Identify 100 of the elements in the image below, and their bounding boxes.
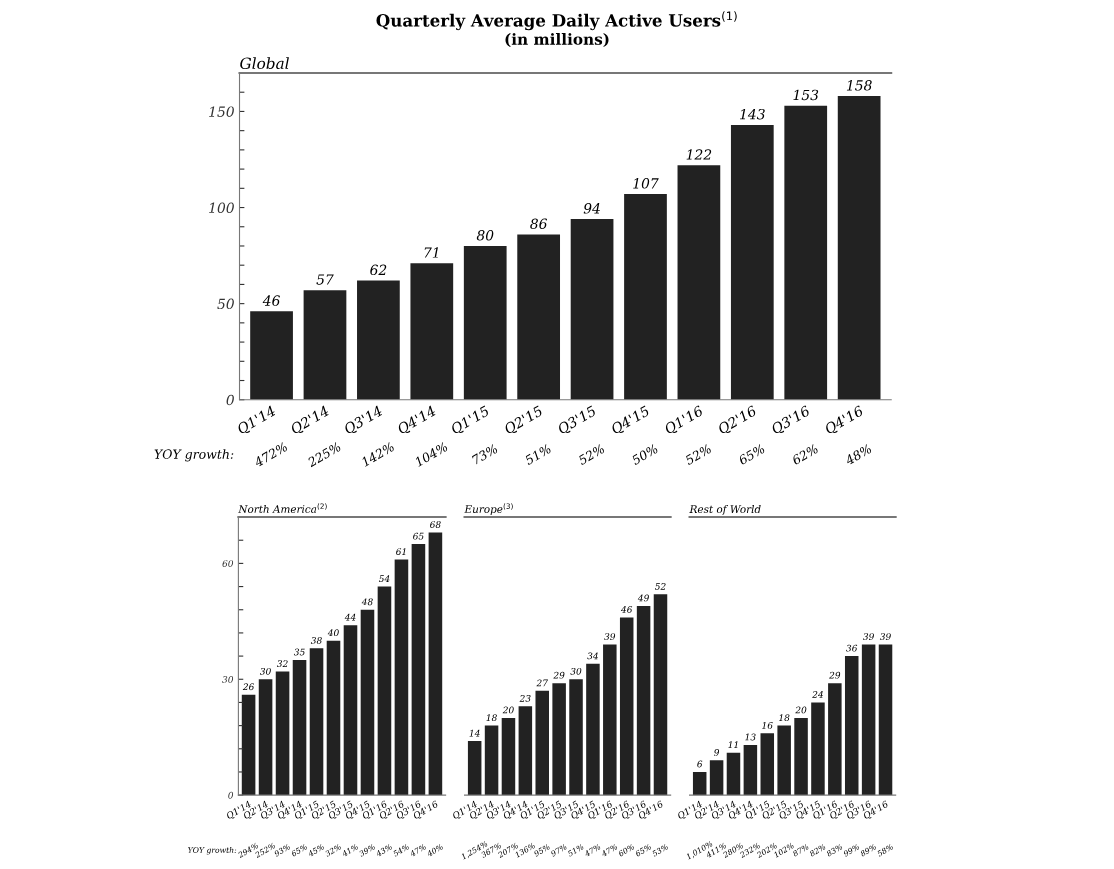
data-label: 34	[587, 652, 598, 660]
bar	[653, 594, 668, 796]
bar	[275, 671, 290, 796]
bar	[394, 559, 409, 796]
bar	[517, 234, 561, 400]
data-label: 158	[846, 80, 872, 91]
bar	[730, 124, 774, 400]
data-label: 30	[570, 667, 582, 675]
bar	[250, 311, 293, 400]
bar	[619, 617, 634, 796]
bar	[677, 165, 721, 400]
bar	[794, 717, 808, 796]
text: 52%	[577, 443, 605, 466]
bar	[518, 706, 533, 796]
data-label: 30	[259, 667, 271, 675]
data-label: 32	[276, 660, 288, 668]
data-label: 14	[469, 729, 480, 737]
bar	[861, 644, 876, 796]
bar	[535, 690, 549, 796]
y-tick-label: 60	[222, 560, 234, 567]
chart-title: North America$^{(2)}$	[238, 503, 327, 513]
bar	[837, 96, 881, 400]
data-label: 38	[310, 637, 322, 644]
data-label: 122	[686, 149, 712, 160]
data-label: 23	[519, 694, 531, 702]
bar	[743, 744, 758, 796]
data-label: 52	[654, 582, 666, 590]
data-label: 27	[536, 679, 548, 687]
data-label: 13	[745, 733, 756, 741]
text: (in millions)	[505, 33, 609, 48]
bar	[357, 280, 400, 400]
y-tick-label: 100	[209, 202, 234, 214]
bar	[428, 532, 443, 796]
data-label: 11	[728, 741, 738, 748]
data-label: 68	[430, 521, 441, 528]
bar	[501, 717, 516, 796]
data-label: 20	[795, 706, 807, 714]
data-label: 107	[633, 178, 659, 189]
text: 65%	[737, 443, 766, 466]
bar	[777, 725, 791, 796]
text: 73%	[471, 443, 499, 465]
text: 51%	[523, 443, 552, 466]
text: 52%	[684, 443, 712, 466]
data-label: 49	[637, 594, 649, 602]
data-label: 40	[327, 629, 339, 637]
bar	[760, 733, 775, 796]
data-label: 46	[620, 606, 633, 613]
y-tick-label: 50	[217, 298, 234, 310]
bar	[586, 663, 600, 796]
bar	[343, 625, 358, 796]
data-label: 65	[413, 532, 424, 540]
bar	[467, 741, 482, 796]
bar	[603, 644, 617, 796]
bar	[484, 725, 499, 796]
text: 50%	[630, 443, 659, 466]
bar	[292, 659, 307, 796]
bar	[552, 683, 566, 796]
data-label: 18	[486, 714, 497, 722]
data-label: 6	[697, 760, 703, 768]
text: Quarterly Average Daily Active Users$^{(1)}$	[376, 11, 737, 31]
bar	[326, 640, 341, 796]
data-label: 153	[793, 89, 819, 101]
bar	[570, 219, 614, 400]
data-label: 24	[812, 691, 824, 698]
bar	[569, 679, 583, 796]
bar	[463, 245, 507, 400]
bar	[828, 683, 842, 796]
data-label: 80	[476, 230, 494, 241]
bar	[844, 656, 859, 796]
data-label: 54	[378, 575, 390, 583]
data-label: 143	[740, 108, 765, 120]
bar	[636, 605, 651, 796]
data-label: 35	[293, 648, 305, 656]
bar	[624, 194, 667, 400]
data-label: 29	[553, 671, 565, 679]
data-label: 46	[262, 295, 280, 306]
bar	[309, 648, 324, 796]
data-label: 18	[779, 714, 790, 722]
bar	[241, 694, 256, 796]
data-label: 39	[879, 633, 891, 640]
data-label: 29	[829, 671, 841, 679]
data-label: 36	[846, 644, 858, 652]
chart-title: Europe$^{(3)}$	[464, 503, 513, 515]
data-label: 57	[316, 274, 334, 285]
y-tick-label: 0	[228, 791, 234, 799]
bar	[303, 290, 347, 400]
data-label: 61	[396, 548, 406, 556]
data-label: 94	[583, 203, 600, 214]
y-tick-label: 0	[226, 394, 234, 406]
text: 48%	[844, 443, 873, 466]
bar	[410, 263, 454, 400]
data-label: 16	[762, 721, 773, 729]
data-label: 39	[862, 633, 874, 640]
bar	[878, 644, 893, 796]
bar	[258, 679, 273, 796]
data-label: 9	[714, 749, 720, 756]
bar	[411, 544, 426, 796]
text: YOY growth:	[154, 449, 234, 462]
text: 62%	[791, 443, 819, 466]
bar	[709, 760, 724, 796]
